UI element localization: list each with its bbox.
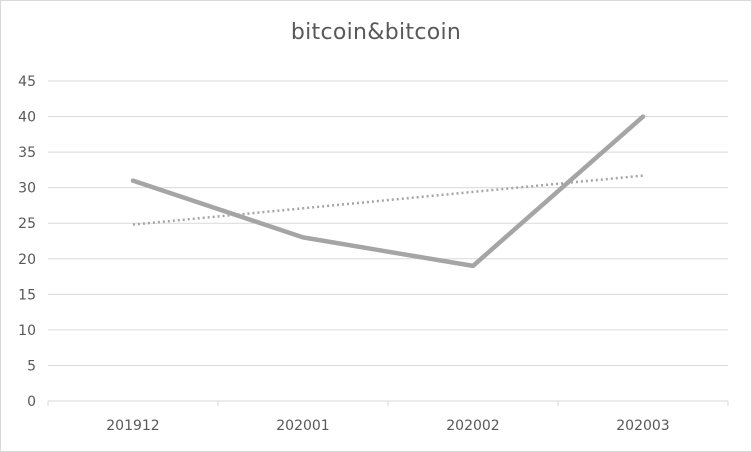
y-tick-label-5: 5 xyxy=(27,358,36,374)
trendline xyxy=(132,174,644,226)
y-tick-label-25: 25 xyxy=(18,216,36,232)
y-tick-label-40: 40 xyxy=(18,110,36,126)
chart-title: bitcoin&bitcoin xyxy=(290,20,462,45)
y-tick-label-0: 0 xyxy=(27,394,36,410)
x-tick-label-201912: 201912 xyxy=(106,418,159,434)
gridlines xyxy=(47,80,729,406)
series-lines xyxy=(130,114,646,269)
x-tick-label-202001: 202001 xyxy=(276,418,329,434)
y-tick-label-35: 35 xyxy=(18,145,36,161)
series-line-0 xyxy=(130,114,646,269)
x-tick-label-202002: 202002 xyxy=(446,418,499,434)
x-axis-tick-labels: 201912 202001 202002 202003 xyxy=(106,418,669,434)
y-tick-label-15: 15 xyxy=(18,287,36,303)
y-tick-label-20: 20 xyxy=(18,252,36,268)
y-axis-tick-labels: 0 5 10 15 20 25 30 35 40 45 xyxy=(18,74,36,410)
y-tick-label-10: 10 xyxy=(18,323,36,339)
x-tick-label-202003: 202003 xyxy=(616,418,669,434)
y-tick-label-30: 30 xyxy=(18,181,36,197)
y-tick-label-45: 45 xyxy=(18,74,36,90)
